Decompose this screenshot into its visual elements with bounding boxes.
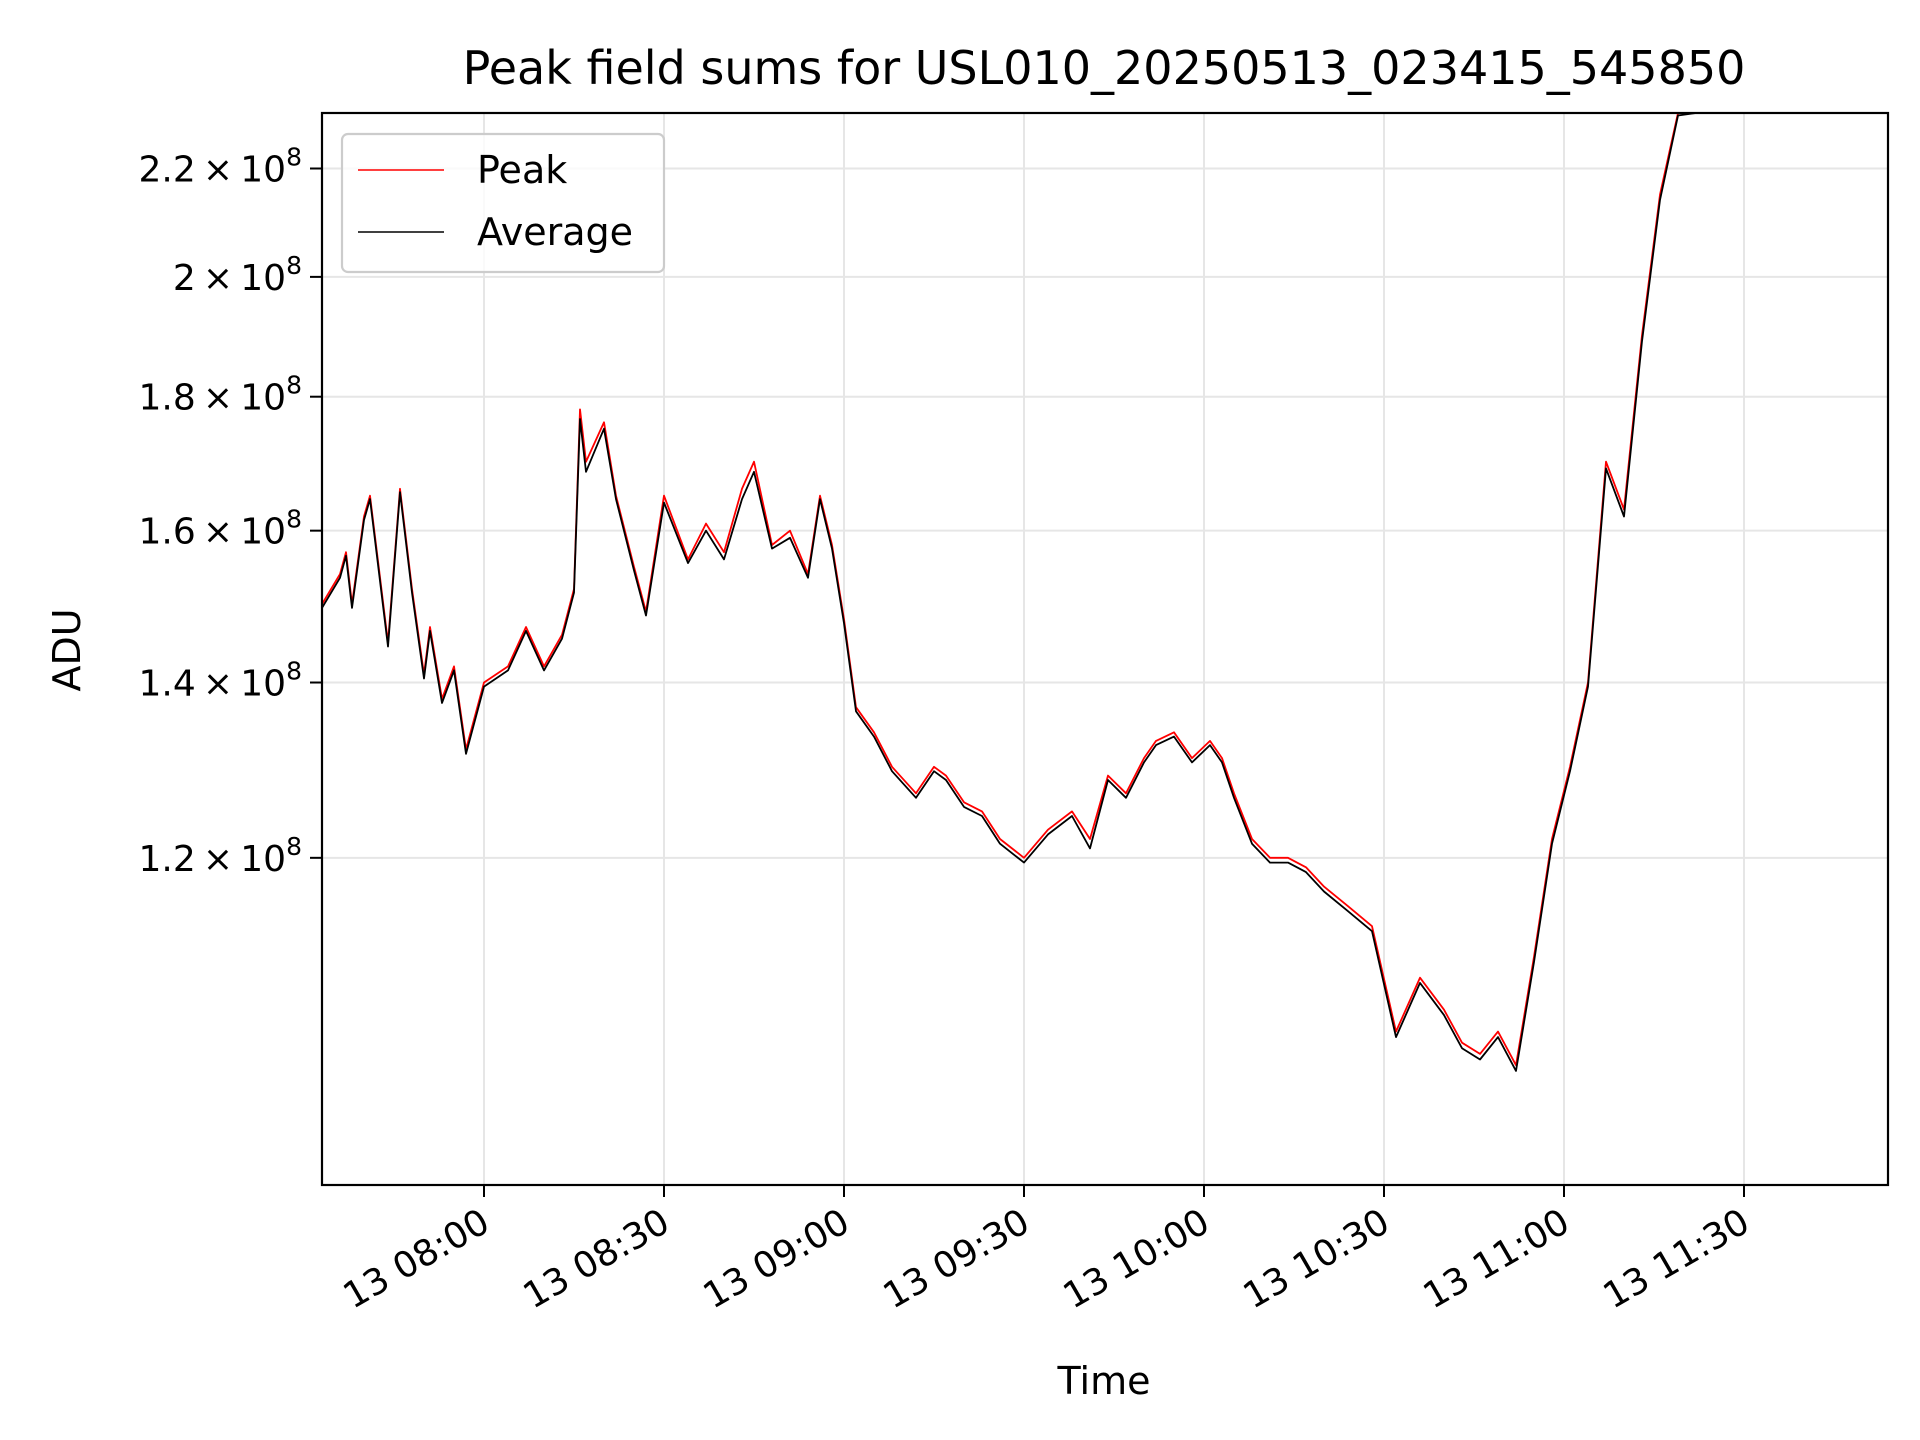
plot-area-frame bbox=[320, 111, 1890, 1187]
y-tick-mantissa: 1.2 bbox=[138, 839, 195, 880]
y-tick-times: × 10 bbox=[196, 839, 286, 880]
legend-label-peak: Peak bbox=[477, 148, 567, 192]
y-tick-mantissa: 1.8 bbox=[138, 378, 195, 419]
y-tick-times: × 10 bbox=[196, 664, 286, 705]
y-tick-times: × 10 bbox=[196, 512, 286, 553]
chart-title: Peak field sums for USL010_20250513_0234… bbox=[463, 41, 1746, 95]
x-axis-label: Time bbox=[1057, 1359, 1151, 1403]
y-tick-mantissa: 1.4 bbox=[138, 664, 195, 705]
y-axis-label: ADU bbox=[45, 608, 89, 691]
legend: Peak Average bbox=[340, 132, 666, 274]
y-tick-label: 1.2 × 108 bbox=[138, 832, 302, 880]
y-tick-label: 1.8 × 108 bbox=[138, 371, 302, 419]
y-tick-exponent: 8 bbox=[286, 505, 302, 534]
series-layer bbox=[322, 113, 1841, 1072]
y-tick-exponent: 8 bbox=[286, 142, 302, 171]
y-tick-mantissa: 2.2 bbox=[138, 149, 195, 190]
y-tick-mantissa: 1.6 bbox=[138, 512, 195, 553]
y-tick-times: × 10 bbox=[196, 258, 286, 299]
y-tick-label: 2.2 × 108 bbox=[138, 142, 302, 190]
y-tick-times: × 10 bbox=[196, 149, 286, 190]
y-tick-mantissa: 2 bbox=[173, 258, 196, 299]
y-tick-exponent: 8 bbox=[286, 251, 302, 280]
y-tick-times: × 10 bbox=[196, 378, 286, 419]
y-tick-label: 1.4 × 108 bbox=[138, 657, 302, 705]
y-tick-label: 1.6 × 108 bbox=[138, 505, 302, 553]
legend-frame bbox=[340, 132, 666, 274]
y-tick-exponent: 8 bbox=[286, 371, 302, 400]
y-tick-exponent: 8 bbox=[286, 657, 302, 686]
y-tick-label: 2 × 108 bbox=[173, 251, 302, 299]
legend-label-average: Average bbox=[477, 210, 633, 254]
grid-lines bbox=[322, 113, 1888, 1185]
y-tick-exponent: 8 bbox=[286, 832, 302, 861]
